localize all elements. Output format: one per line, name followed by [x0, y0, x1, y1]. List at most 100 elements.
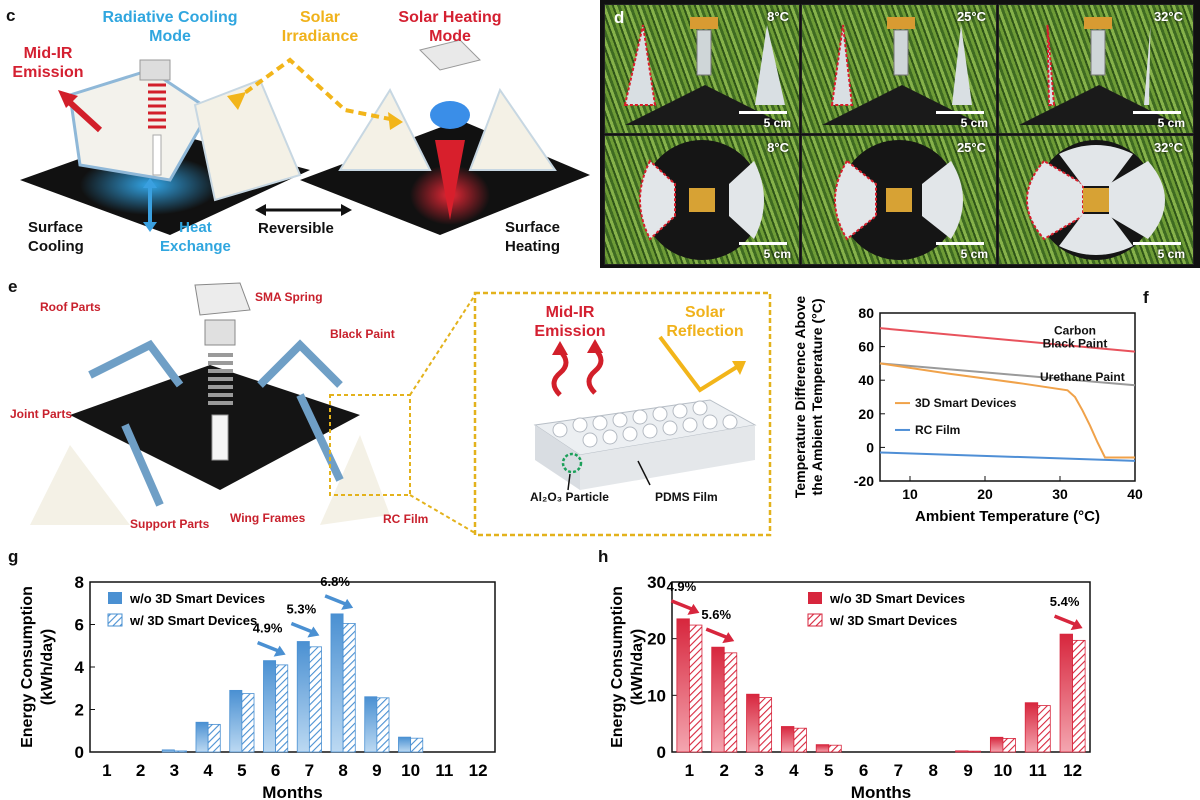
- scale-label: 5 cm: [763, 247, 791, 261]
- chart-h-xtick-label: 1: [685, 761, 694, 780]
- exploded-device-drawing: [30, 282, 390, 525]
- chart-g-bar-without: [263, 660, 277, 753]
- chart-h-bar-without: [815, 744, 830, 753]
- chart-h-xtick-label: 2: [720, 761, 729, 780]
- chart-f-xtick-label: 20: [977, 486, 993, 502]
- panel-e-illustration: [30, 282, 772, 537]
- chart-g-xtick-label: 4: [203, 761, 213, 780]
- chart-h-ylabel: Energy Consumption: [609, 586, 626, 748]
- chart-g-ytick-label: 8: [75, 573, 84, 592]
- chart-h-xtick-label: 11: [1029, 761, 1047, 780]
- chart-h-bar-with: [758, 697, 773, 753]
- chart-h-xtick-label: 3: [754, 761, 763, 780]
- chart-g-bar-with: [173, 750, 187, 753]
- panel-d-label: d: [614, 8, 625, 27]
- chart-h-bar-with: [689, 624, 703, 753]
- chart-h-legend-swatch: [807, 613, 823, 627]
- chart-g-bar-without: [296, 641, 310, 753]
- chart-f-series-line: [879, 362, 1136, 387]
- chart-g-xtick-label: 8: [338, 761, 347, 780]
- chart-g-bar-with: [342, 623, 356, 753]
- device-photo: 8°C 5 cm: [604, 4, 800, 134]
- chart-h-legend-label: w/o 3D Smart Devices: [829, 591, 965, 606]
- chart-g-bar-without: [161, 749, 175, 753]
- chart-g-xtick-label: 7: [305, 761, 314, 780]
- chart-g-annotation-label: 5.3%: [287, 602, 317, 617]
- radiative-mode-title: Radiative Cooling Mode: [102, 9, 238, 45]
- reversible-label: Reversible: [258, 220, 334, 237]
- chart-h-annotation-arrowhead: [687, 603, 700, 615]
- scale-bar: [1133, 242, 1181, 245]
- photo-temperature: 8°C: [767, 140, 789, 155]
- device-photo: 25°C 5 cm: [801, 4, 997, 134]
- chart-h-bar-without: [989, 736, 1004, 753]
- scale-label: 5 cm: [1157, 247, 1185, 261]
- chart-g-bar-with: [308, 646, 322, 753]
- chart-h-ytick-label: 10: [647, 686, 666, 705]
- chart-g-bar-with: [410, 737, 424, 753]
- chart-h-ytick-label: 30: [647, 573, 666, 592]
- reversible-arrow: [255, 204, 352, 216]
- chart-g-bar-without: [195, 721, 209, 753]
- wing-frames-label: Wing Frames: [230, 511, 306, 525]
- chart-g-ylabel: Energy Consumption: [19, 586, 36, 748]
- panel-e-label: e: [8, 277, 18, 296]
- mid-ir-label: Mid-IR Emission: [12, 45, 84, 81]
- chart-f-xlabel: Ambient Temperature (°C): [915, 508, 1100, 525]
- chart-h-xtick-label: 12: [1063, 761, 1082, 780]
- chart-g-legend-label: w/ 3D Smart Devices: [129, 613, 257, 628]
- device-photo-drawing: [623, 17, 785, 125]
- photo-temperature: 32°C: [1153, 9, 1183, 24]
- device-photo-drawing: [1019, 17, 1179, 125]
- chart-g-xtick-label: 6: [271, 761, 280, 780]
- device-photo-drawing: [1026, 140, 1165, 260]
- chart-g-bar-with: [241, 693, 255, 753]
- chart-g-bar-with: [207, 723, 221, 753]
- chart-g-xtick-label: 3: [170, 761, 179, 780]
- device-photo: 32°C 5 cm: [998, 4, 1194, 134]
- scale-label: 5 cm: [763, 116, 791, 130]
- chart-f-ylabel: the Ambient Temperature (°C): [809, 299, 825, 496]
- chart-h-bar-without: [1059, 633, 1073, 753]
- chart-f-series-line: [879, 327, 1136, 353]
- chart-f-xtick-label: 10: [902, 486, 918, 502]
- chart-g-bar-without: [330, 613, 344, 753]
- chart-f-ytick-label: 0: [866, 439, 874, 455]
- scale-bar: [936, 111, 984, 114]
- spring-coil-icon: [148, 83, 166, 129]
- chart-f-series-label: 3D Smart Devices: [915, 396, 1017, 410]
- chart-g-annotation-label: 6.8%: [320, 574, 350, 589]
- chart-h-legend-label: w/ 3D Smart Devices: [829, 613, 957, 628]
- device-photo-drawing: [834, 140, 963, 260]
- chart-h-annotation-label: 5.4%: [1050, 594, 1080, 609]
- panel-c: c Radiative Cooling Mode Solar Irradianc…: [0, 0, 595, 265]
- heat-exchange-arrow: [143, 178, 157, 232]
- zoom-solar-reflection-label: Solar Reflection: [666, 304, 744, 340]
- chart-g-annotation-arrow: [256, 641, 279, 653]
- chart-h-xtick-label: 4: [789, 761, 799, 780]
- device-photo-drawing: [822, 17, 982, 125]
- chart-h-ytick-label: 0: [657, 743, 666, 762]
- chart-h-xtick-label: 5: [824, 761, 833, 780]
- chart-h-bar-with: [723, 652, 738, 753]
- chart-f-series-label-line: Carbon: [1054, 323, 1096, 337]
- chart-f-frame: [879, 312, 1136, 482]
- photo-temperature: 25°C: [956, 140, 986, 155]
- chart-g-xtick-label: 10: [401, 761, 420, 780]
- chart-g-annotation-arrowhead: [307, 626, 320, 638]
- chart-h-annotation-label: 4.9%: [667, 579, 697, 594]
- chart-g-legend-label: w/o 3D Smart Devices: [129, 591, 265, 606]
- chart-f-series-label-line: Black Paint: [1043, 336, 1108, 350]
- chart-h-xtick-label: 8: [929, 761, 938, 780]
- joint-parts-label: Joint Parts: [10, 407, 73, 421]
- pdms-label: PDMS Film: [655, 490, 718, 504]
- chart-h-bar-without: [955, 750, 969, 753]
- chart-h-annotation-arrowhead: [722, 632, 735, 644]
- chart-h-annotation-arrow: [705, 627, 727, 639]
- scale-bar: [936, 242, 984, 245]
- chart-f-series-label: Urethane Paint: [1040, 370, 1125, 384]
- device-photo: 32°C 5 cm: [998, 135, 1194, 265]
- black-paint-label: Black Paint: [330, 327, 395, 341]
